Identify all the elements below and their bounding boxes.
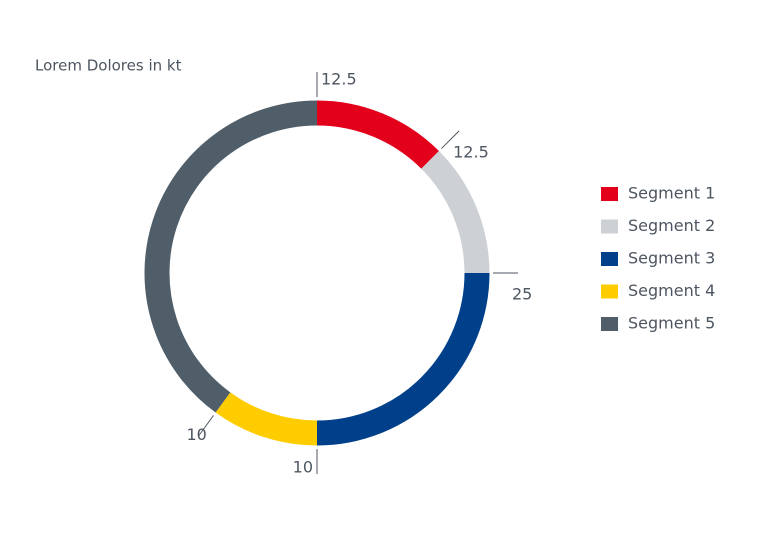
data-label: 25 [512,285,532,304]
legend-label: Segment 3 [628,249,715,268]
data-label: 12.5 [453,142,489,161]
chart-title: Lorem Dolores in kt [35,57,182,75]
legend-swatch [601,219,618,234]
data-label: 10 [186,425,206,444]
legend-swatch [601,187,618,201]
donut-segment [316,272,490,446]
legend-label: Segment 4 [628,281,715,300]
legend-swatch [601,317,618,331]
donut-segment [144,100,318,413]
label-tick [198,415,214,436]
data-label: 10 [293,458,313,477]
legend-label: Segment 1 [628,184,715,203]
legend-swatch [601,284,618,299]
legend-swatch [601,252,618,266]
donut-segment [215,392,318,446]
donut-segment [316,100,439,169]
data-label: 12.5 [321,70,357,89]
donut-segment [421,151,490,274]
label-tick [441,130,460,149]
legend-label: Segment 5 [628,314,715,333]
legend-label: Segment 2 [628,216,715,235]
